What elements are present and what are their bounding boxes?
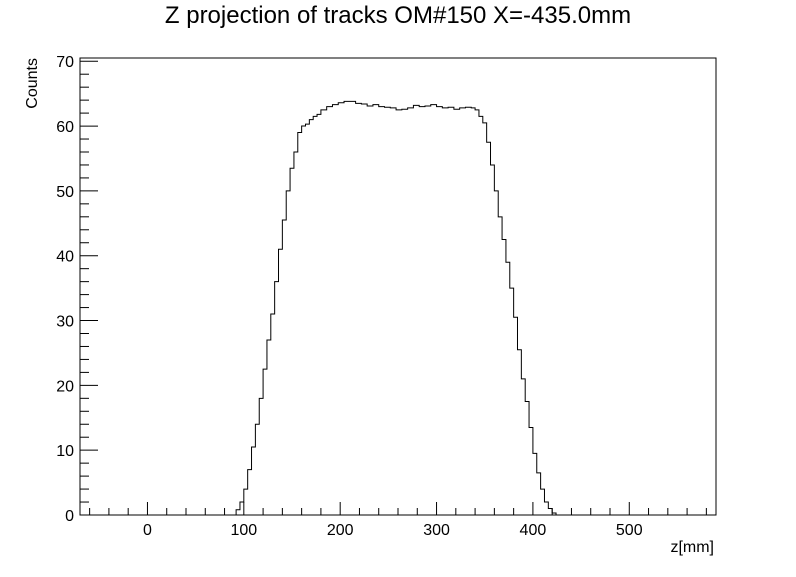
x-tick-label: 100 (230, 522, 257, 539)
y-tick-label: 60 (56, 119, 74, 136)
y-tick-label: 0 (65, 508, 74, 525)
y-tick-label: 70 (56, 54, 74, 71)
y-tick-label: 40 (56, 249, 74, 266)
series-line-0 (80, 100, 716, 516)
y-tick-label: 10 (56, 443, 74, 460)
x-axis-label: z[mm] (670, 539, 714, 556)
y-tick-label: 20 (56, 378, 74, 395)
x-tick-label: 0 (143, 522, 152, 539)
y-tick-label: 30 (56, 314, 74, 331)
x-tick-label: 500 (616, 522, 643, 539)
y-axis-label: Counts (24, 58, 41, 109)
x-tick-label: 200 (327, 522, 354, 539)
y-tick-label: 50 (56, 184, 74, 201)
x-tick-label: 300 (423, 522, 450, 539)
plot-frame (79, 57, 717, 516)
x-tick-label: 400 (520, 522, 547, 539)
chart-title: Z projection of tracks OM#150 X=-435.0mm (164, 2, 632, 29)
